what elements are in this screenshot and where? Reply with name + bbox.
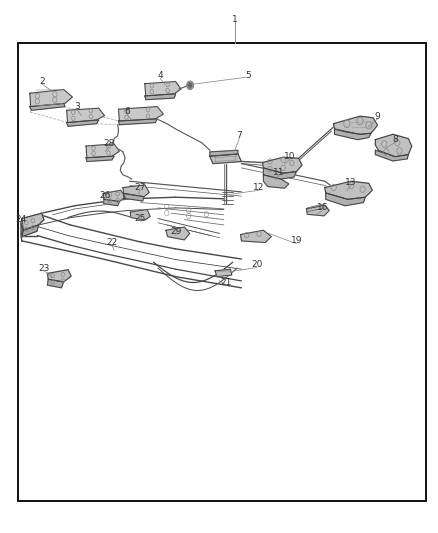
Polygon shape xyxy=(262,157,301,173)
Text: 27: 27 xyxy=(134,183,145,192)
Polygon shape xyxy=(22,225,39,237)
Polygon shape xyxy=(124,193,144,201)
Text: 7: 7 xyxy=(236,132,242,140)
Text: 5: 5 xyxy=(244,71,251,80)
Polygon shape xyxy=(263,175,288,188)
Polygon shape xyxy=(325,193,364,206)
Text: 9: 9 xyxy=(374,112,380,120)
Polygon shape xyxy=(118,107,163,121)
Text: 12: 12 xyxy=(253,183,264,192)
Polygon shape xyxy=(21,213,44,230)
Polygon shape xyxy=(67,120,99,126)
Text: 19: 19 xyxy=(290,237,301,245)
Polygon shape xyxy=(209,150,237,156)
Text: 16: 16 xyxy=(316,204,328,212)
Text: 10: 10 xyxy=(283,152,295,161)
Text: 25: 25 xyxy=(134,214,146,223)
Polygon shape xyxy=(86,156,114,161)
Polygon shape xyxy=(103,199,119,206)
Circle shape xyxy=(188,83,191,87)
Text: 20: 20 xyxy=(251,261,262,269)
Text: 24: 24 xyxy=(15,215,27,224)
Polygon shape xyxy=(118,119,157,125)
Text: 26: 26 xyxy=(99,191,111,199)
Text: 4: 4 xyxy=(157,71,162,80)
Polygon shape xyxy=(333,116,377,134)
Polygon shape xyxy=(324,181,371,199)
Polygon shape xyxy=(209,154,241,164)
Polygon shape xyxy=(263,168,296,179)
Text: 22: 22 xyxy=(106,238,117,247)
Polygon shape xyxy=(30,90,72,107)
Text: 8: 8 xyxy=(391,135,397,144)
Text: 6: 6 xyxy=(124,108,130,116)
Text: 2: 2 xyxy=(39,77,44,85)
Polygon shape xyxy=(30,103,65,110)
Text: 29: 29 xyxy=(170,228,181,236)
Polygon shape xyxy=(123,185,149,197)
Text: 21: 21 xyxy=(220,278,231,287)
Text: 23: 23 xyxy=(38,264,49,272)
Polygon shape xyxy=(103,190,125,201)
Polygon shape xyxy=(47,279,64,288)
Polygon shape xyxy=(374,150,407,161)
Polygon shape xyxy=(145,82,180,96)
Polygon shape xyxy=(240,230,271,243)
Text: 11: 11 xyxy=(272,168,284,177)
Polygon shape xyxy=(166,227,189,240)
Circle shape xyxy=(186,81,193,90)
Polygon shape xyxy=(215,269,231,277)
Bar xyxy=(18,43,425,501)
Polygon shape xyxy=(86,144,119,158)
Text: 1: 1 xyxy=(231,15,237,24)
Polygon shape xyxy=(334,129,370,140)
Polygon shape xyxy=(374,134,411,157)
Polygon shape xyxy=(130,209,150,220)
Polygon shape xyxy=(145,94,175,100)
Polygon shape xyxy=(67,108,104,123)
Polygon shape xyxy=(306,205,328,216)
Text: 28: 28 xyxy=(103,140,114,148)
Text: 3: 3 xyxy=(74,102,80,111)
Polygon shape xyxy=(21,219,23,236)
Text: 13: 13 xyxy=(345,178,356,187)
Polygon shape xyxy=(47,270,71,282)
